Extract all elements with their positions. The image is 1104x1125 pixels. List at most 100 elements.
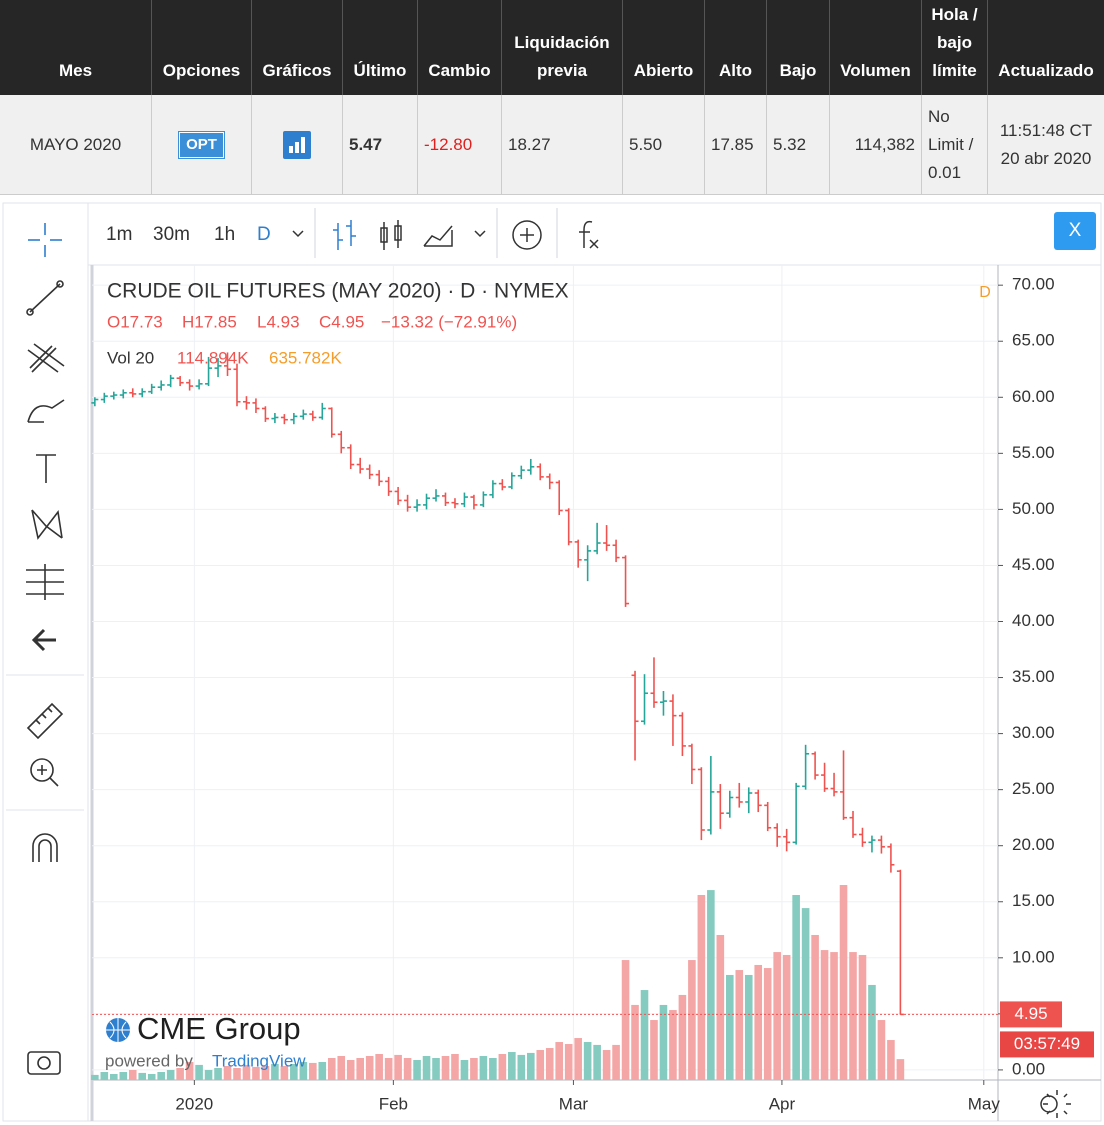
powered-by-brand[interactable]: TradingView <box>212 1051 306 1070</box>
volume-bar <box>470 1058 478 1080</box>
header-cell: Hola / bajo límite <box>922 0 988 95</box>
header-cell: Mes <box>0 0 152 95</box>
volume-bar <box>811 934 819 1080</box>
volume-bar <box>820 950 829 1080</box>
header-cell: Gráficos <box>252 0 343 95</box>
volume-bar <box>327 1058 336 1080</box>
volume-bar <box>782 954 791 1080</box>
volume-bar <box>204 1070 213 1080</box>
toolbar-icons <box>292 208 1071 1118</box>
header-cell: Liquidación previa <box>502 0 623 95</box>
watermark-text: CME Group <box>137 1011 301 1046</box>
volume-bar <box>640 990 649 1080</box>
top-toolbar: 1m 30m 1h D <box>106 224 271 245</box>
volume-bar <box>792 894 800 1080</box>
y-tick-label: 15.00 <box>1012 891 1055 910</box>
volume-bar <box>100 1072 109 1080</box>
y-tick-label: 70.00 <box>1012 275 1055 294</box>
volume-bar <box>830 952 838 1080</box>
y-tick-label: 0.00 <box>1012 1059 1045 1078</box>
chart-title: CRUDE OIL FUTURES (MAY 2020) · D · NYMEX <box>107 280 569 303</box>
volume-bar <box>564 1044 573 1080</box>
close-button[interactable] <box>1054 212 1096 250</box>
volume-bar <box>394 1054 402 1080</box>
volume-bar <box>650 1020 658 1080</box>
header-cell: Actualizado <box>988 0 1104 95</box>
cell: -12.80 <box>418 95 502 195</box>
volume-bar <box>688 960 696 1080</box>
volume-bar <box>754 964 763 1080</box>
cell: OPT <box>152 95 252 195</box>
volume-bar <box>877 1020 886 1080</box>
left-toolbar <box>26 223 65 1075</box>
volume-bar <box>422 1056 431 1080</box>
volume-bar <box>545 1048 554 1080</box>
header-cell: Abierto <box>623 0 705 95</box>
close-label[interactable]: X <box>1069 220 1082 241</box>
volume-bar <box>157 1072 165 1080</box>
volume-bar <box>583 1042 592 1080</box>
volume-bar <box>271 1064 279 1080</box>
volume-bar <box>119 1072 128 1080</box>
volume-bar <box>593 1044 601 1080</box>
volume-bar <box>602 1050 611 1080</box>
chart-icon[interactable] <box>283 130 311 159</box>
header-cell: Bajo <box>767 0 830 95</box>
volume-bar <box>365 1056 374 1080</box>
volume-bar <box>707 890 715 1080</box>
volume-bar <box>432 1058 440 1080</box>
powered-by: powered by <box>105 1051 193 1070</box>
volume-bar <box>849 952 857 1080</box>
volume-bar <box>508 1052 516 1080</box>
interval[interactable]: 1h <box>214 224 235 245</box>
volume-bar <box>612 1044 620 1080</box>
interval[interactable]: 30m <box>153 224 190 245</box>
volume-bar <box>763 968 772 1080</box>
x-tick-label: 2020 <box>175 1094 213 1113</box>
interval[interactable]: D <box>257 224 271 245</box>
x-tick-label: May <box>968 1094 1001 1113</box>
volume-bar <box>166 1070 175 1080</box>
y-tick-label: 60.00 <box>1012 387 1055 406</box>
cell: 5.32 <box>767 95 830 195</box>
volume-bar <box>299 1062 308 1080</box>
options-button[interactable]: OPT <box>179 131 224 158</box>
header-cell: Opciones <box>152 0 252 95</box>
cell: 18.27 <box>502 95 623 195</box>
volume-bar <box>773 952 781 1080</box>
volume-bar <box>801 908 810 1080</box>
y-tick-label: 20.00 <box>1012 835 1055 854</box>
watermark: CME Group powered by TradingView <box>105 1011 306 1070</box>
volume-bar <box>868 984 876 1080</box>
volume-bar <box>280 1066 289 1080</box>
volume-bar <box>309 1062 317 1080</box>
volume-bar <box>716 934 725 1080</box>
volume-bar <box>147 1074 156 1080</box>
volume-label: Vol 20 <box>107 348 154 367</box>
volume-bar <box>242 1064 251 1080</box>
header-cell: Volumen <box>830 0 922 95</box>
volume-bar <box>659 1004 668 1080</box>
volume-bar <box>460 1060 469 1080</box>
last-price-box <box>1000 1001 1062 1028</box>
y-tick-label: 30.00 <box>1012 723 1055 742</box>
volume-bar <box>479 1056 488 1080</box>
volume-bar <box>839 885 848 1080</box>
countdown: 03:57:49 <box>1014 1034 1080 1053</box>
header-cell: Último <box>343 0 418 95</box>
header-cell: Cambio <box>418 0 502 95</box>
ohlc-legend: L4.93 <box>257 312 300 331</box>
volume-bar <box>536 1050 545 1080</box>
volume-bar <box>384 1058 393 1080</box>
volume-bar <box>337 1056 346 1080</box>
volume-bar <box>555 1042 564 1080</box>
ohlc-legend: O17.73 <box>107 312 163 331</box>
volume-bar <box>346 1060 355 1080</box>
volume-bar <box>631 1004 639 1080</box>
volume-bar <box>128 1070 137 1080</box>
volume-bar <box>621 960 630 1080</box>
interval[interactable]: 1m <box>106 224 132 245</box>
volume-bar <box>413 1060 421 1080</box>
last-price-label: 4.95 <box>1014 1004 1047 1023</box>
